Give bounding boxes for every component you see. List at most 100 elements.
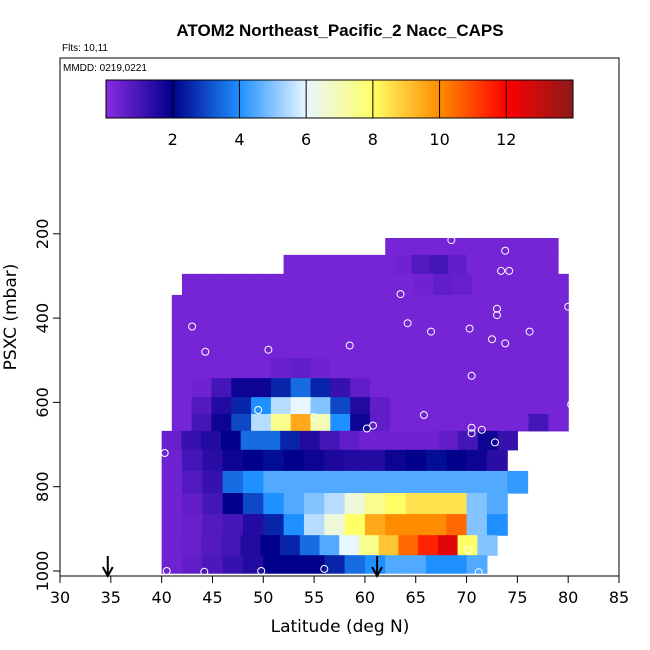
heat-cell (429, 254, 449, 275)
heat-cell (171, 397, 193, 415)
heat-cell (201, 273, 222, 296)
x-tick-label: 70 (456, 588, 476, 607)
heat-cell (389, 397, 411, 415)
heat-cell (270, 378, 292, 398)
heat-cell (202, 493, 224, 515)
heat-cell (211, 294, 232, 317)
heat-cell (339, 535, 360, 556)
heat-cell (171, 413, 193, 432)
heat-cell (330, 413, 351, 432)
heat-cell (171, 315, 193, 338)
x-tick-label: 80 (558, 588, 578, 607)
heat-cell (310, 358, 331, 379)
heat-cell (548, 413, 569, 432)
heat-cell (471, 273, 492, 296)
heat-cell (385, 449, 407, 472)
heat-cell (503, 254, 523, 275)
heat-cell (469, 294, 490, 317)
sample-point (447, 236, 456, 245)
heat-cell (508, 294, 530, 317)
heat-cell (425, 514, 447, 536)
heat-cell (211, 378, 232, 398)
heat-cell (418, 535, 439, 556)
heat-cell (303, 470, 325, 494)
heat-cell (385, 470, 407, 494)
heat-cell (350, 294, 371, 317)
heat-cell (161, 514, 183, 536)
heat-cell (201, 535, 222, 556)
heat-cell (290, 315, 312, 338)
heat-cell (211, 315, 232, 338)
heat-cell (181, 535, 202, 556)
heat-cell (385, 555, 407, 574)
heat-cell (429, 397, 450, 415)
heat-cell (251, 358, 272, 379)
y-tick-label: 400 (33, 303, 52, 334)
heat-cell (510, 273, 531, 296)
colorbar-tick-label: 8 (368, 130, 378, 149)
heat-cell (385, 493, 407, 515)
heat-cell (260, 535, 281, 556)
heat-cell (310, 337, 331, 359)
heat-cell (344, 449, 366, 472)
heat-cell (251, 378, 272, 398)
sample-point (493, 304, 501, 313)
heat-cell (330, 315, 351, 338)
heat-cell (283, 493, 305, 515)
colorbar-tick-label: 6 (301, 130, 311, 149)
heat-cell (486, 470, 508, 494)
heat-cell (161, 555, 183, 574)
heat-cell (324, 514, 346, 536)
heat-cell (303, 493, 325, 515)
sample-point (403, 319, 412, 328)
heat-cell (364, 470, 386, 494)
heat-cell (181, 493, 203, 515)
y-axis-label: PSXC (mbar) (1, 264, 21, 371)
plot-frame (59, 57, 620, 577)
heat-cell (344, 493, 366, 515)
heat-cell (469, 397, 490, 415)
heat-cell (548, 397, 569, 415)
heat-cell (508, 413, 530, 432)
heat-cell (202, 470, 224, 494)
heat-cell (466, 470, 488, 494)
heat-cell (231, 337, 252, 359)
dates-label: MMDD: 0219,0221 (63, 63, 147, 74)
heat-cell (231, 294, 252, 317)
heat-cell (283, 254, 303, 275)
heat-cell (508, 315, 530, 338)
heat-cell (231, 397, 252, 415)
heatmap-cells (161, 238, 569, 574)
heat-cell (220, 535, 242, 556)
heat-cell (429, 413, 450, 432)
heat-cell (242, 555, 264, 574)
heat-cell (270, 397, 292, 415)
heat-cell (290, 358, 312, 379)
sample-point (467, 429, 476, 438)
heat-cell (303, 555, 325, 574)
heat-cell (324, 555, 346, 574)
heat-cell (303, 449, 325, 472)
heat-cell (457, 535, 478, 556)
heat-cell (548, 358, 569, 379)
heat-cell (310, 378, 331, 398)
heat-cell (270, 337, 292, 359)
heat-cell (324, 470, 346, 494)
heat-cell (393, 254, 413, 275)
heat-cell (369, 358, 391, 379)
heat-cell (409, 397, 431, 415)
heat-cell (369, 378, 391, 398)
heat-cell (493, 238, 516, 256)
heat-cell (283, 555, 305, 574)
heat-cell (222, 449, 244, 472)
heat-cell (330, 358, 351, 379)
heat-cell (161, 449, 183, 472)
heat-cell (548, 378, 569, 398)
heat-cell (324, 449, 346, 472)
heat-cell (191, 294, 213, 317)
x-tick-label: 65 (406, 588, 426, 607)
heat-cell (466, 555, 488, 574)
heat-cell (161, 535, 182, 556)
heat-cell (514, 238, 538, 256)
heat-cell (528, 315, 549, 338)
